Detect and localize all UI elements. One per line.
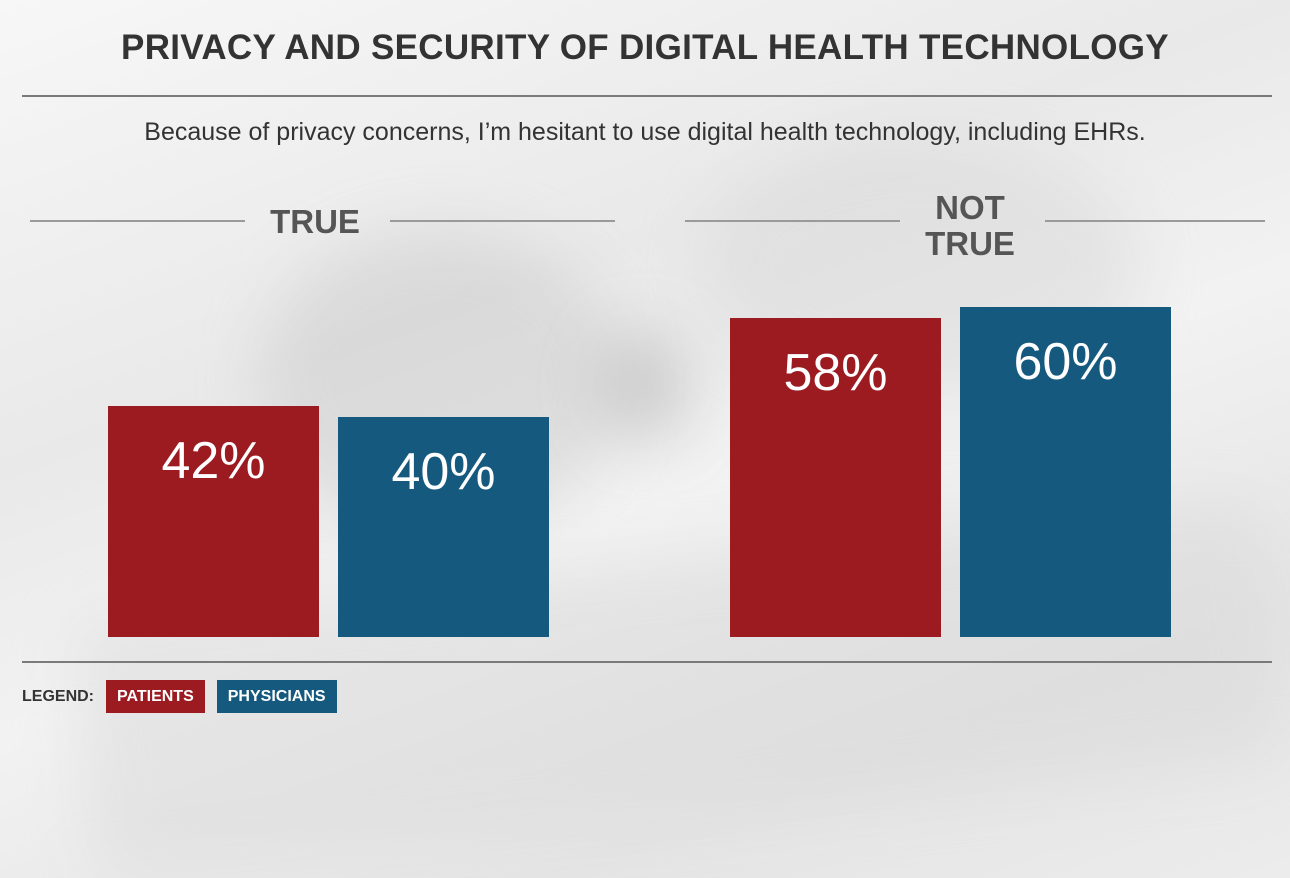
category-label-line: NOT bbox=[935, 189, 1005, 226]
legend-item-patients: PATIENTS bbox=[106, 680, 205, 713]
category-label-line: TRUE bbox=[270, 203, 360, 240]
group-divider-line bbox=[30, 220, 245, 222]
legend-item-physicians: PHYSICIANS bbox=[216, 680, 337, 713]
group-divider-line bbox=[390, 220, 615, 222]
bar-value-label: 58% bbox=[783, 344, 887, 402]
bar-value-label: 42% bbox=[161, 432, 265, 490]
bar-physicians-1 bbox=[960, 307, 1171, 637]
title-divider bbox=[22, 95, 1272, 97]
category-label-true: TRUE bbox=[230, 204, 400, 240]
chart-title: PRIVACY AND SECURITY OF DIGITAL HEALTH T… bbox=[121, 28, 1169, 67]
background-blur bbox=[600, 330, 690, 440]
bar-value-label: 40% bbox=[391, 443, 495, 501]
bar-patients-1 bbox=[730, 318, 941, 637]
category-label-line: TRUE bbox=[925, 225, 1015, 262]
bar-physicians-0 bbox=[338, 417, 549, 637]
baseline-divider bbox=[22, 661, 1272, 663]
legend-title: LEGEND: bbox=[22, 687, 94, 705]
bar-value-label: 60% bbox=[1013, 333, 1117, 391]
group-divider-line bbox=[685, 220, 900, 222]
bar-patients-0 bbox=[108, 406, 319, 637]
legend: LEGEND: PATIENTS PHYSICIANS bbox=[22, 680, 349, 713]
category-label-not-true: NOT TRUE bbox=[890, 190, 1050, 262]
chart-subtitle: Because of privacy concerns, I’m hesitan… bbox=[144, 118, 1146, 146]
group-divider-line bbox=[1045, 220, 1265, 222]
